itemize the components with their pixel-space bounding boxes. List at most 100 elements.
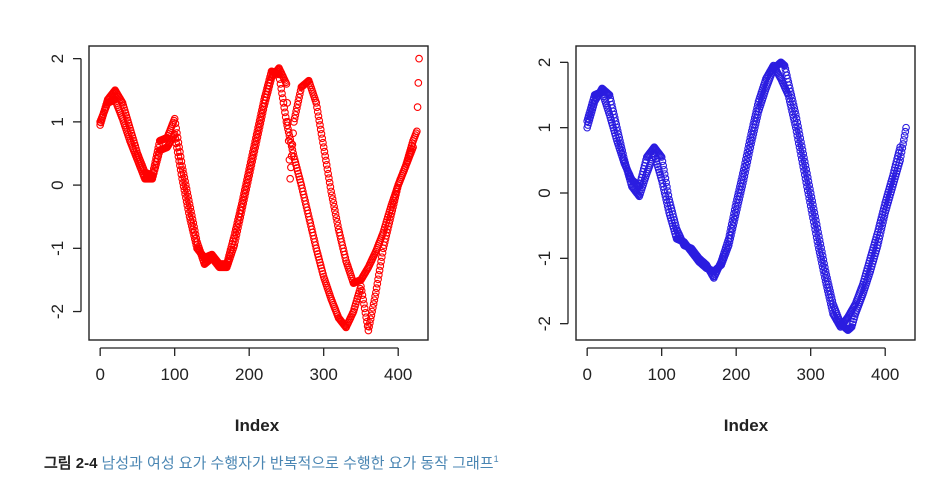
- caption-label: 그림 2-4: [44, 455, 98, 472]
- right-series-2-point: [660, 165, 668, 174]
- left-series-2-point: [375, 266, 384, 275]
- left-series-2-point: [184, 209, 193, 217]
- left-series-2-point: [251, 137, 259, 146]
- left-y-tick-label: 0: [48, 180, 67, 189]
- left-series-2-point: [242, 179, 251, 188]
- left-series-2-point: [283, 121, 292, 130]
- left-series-2-point: [281, 108, 289, 117]
- right-series-2-point: [657, 152, 665, 160]
- left-series-1-point: [412, 127, 421, 136]
- left-series-1-point: [290, 118, 298, 126]
- left-series-1-point: [318, 134, 327, 143]
- right-series-2-point: [661, 174, 670, 183]
- right-series-2-point: [813, 237, 822, 246]
- left-series-1-point: [328, 191, 336, 200]
- right-series-2-point: [880, 201, 889, 210]
- right-chart-panel: 0 100 200 300 400 -2 -1 0 1 2 Index: [535, 45, 916, 435]
- left-series-1-point: [312, 99, 321, 107]
- left-series-2-point: [366, 315, 375, 323]
- right-series-2-point: [662, 178, 671, 187]
- left-series-1-point: [317, 130, 326, 138]
- right-series-2-point: [742, 151, 751, 160]
- left-series-2-point: [357, 282, 365, 291]
- right-series-1-point: [899, 136, 908, 144]
- right-series-2-point: [642, 156, 650, 164]
- left-series-2-point: [184, 205, 192, 213]
- left-series-2-point: [377, 257, 385, 266]
- left-series-2-point: [249, 144, 258, 153]
- right-series-2-point: [809, 217, 818, 226]
- right-series-2-point: [791, 120, 799, 129]
- right-series-2-point: [820, 270, 828, 278]
- left-y-tick-label: -2: [48, 304, 67, 319]
- left-series-1-point: [325, 178, 334, 187]
- left-series-1-point: [316, 121, 324, 129]
- right-series-2-point: [805, 194, 814, 203]
- right-series-2-point: [745, 137, 754, 146]
- right-x-axis-label: Index: [724, 416, 769, 435]
- left-series-2-point: [364, 326, 373, 335]
- left-series-2-point: [378, 248, 387, 257]
- left-plot-area: 0 100 200 300 400 -2 -1 0 1 2: [48, 45, 429, 384]
- right-series-2-point: [660, 170, 669, 178]
- right-series-2-point: [663, 182, 671, 191]
- right-series-2-point: [724, 234, 733, 243]
- left-series-2-point: [280, 103, 289, 112]
- right-series-2-point: [794, 139, 803, 148]
- left-series-2-point: [275, 75, 284, 84]
- left-series-2-point: [241, 182, 250, 191]
- left-series-1-point: [316, 125, 325, 134]
- left-series-2-point: [171, 135, 180, 143]
- left-series-2-point: [173, 143, 181, 152]
- right-series-2-point: [818, 262, 827, 271]
- left-series-2-point: [286, 135, 295, 144]
- left-series-2-point: [182, 197, 191, 206]
- right-series-2-point: [807, 206, 816, 214]
- left-x-tick-label: 200: [235, 365, 263, 384]
- left-series-2-point: [284, 128, 293, 137]
- left-series-1-point: [330, 202, 338, 211]
- figure-caption: 그림 2-4 남성과 여성 요가 수행자가 반복적으로 수행한 요가 동작 그래프…: [44, 452, 499, 473]
- right-series-2-point: [799, 163, 808, 171]
- right-series-2-point: [802, 178, 811, 187]
- left-series-2-point: [180, 186, 189, 195]
- left-series-1-point: [333, 221, 342, 230]
- right-series-2-point: [659, 161, 668, 170]
- right-y-tick-label: 2: [535, 58, 554, 67]
- right-series-2-point: [816, 252, 825, 260]
- left-series-2-point: [359, 295, 368, 304]
- left-series-2-point: [255, 120, 263, 128]
- left-series-1-point: [319, 138, 327, 147]
- right-series-2-point: [725, 231, 734, 239]
- left-series-1-point: [291, 111, 300, 119]
- right-series-2-point: [818, 259, 826, 268]
- left-y-tick-label: 1: [48, 117, 67, 126]
- left-series-2-point: [282, 118, 291, 126]
- right-series-2-point: [794, 135, 802, 144]
- caption-footnote: 1: [493, 454, 499, 464]
- right-plot-frame: [575, 45, 916, 341]
- left-series-2-point: [360, 304, 369, 313]
- left-series-2-point: [247, 155, 256, 163]
- right-series-2-point: [740, 162, 749, 171]
- left-series-2-point: [358, 291, 367, 299]
- right-series-2-point: [803, 186, 812, 195]
- left-series-2-point: [246, 161, 254, 170]
- right-series-2-point: [801, 174, 810, 183]
- left-series-1-point: [332, 214, 341, 222]
- left-series-2-point: [240, 186, 249, 195]
- left-x-tick-label: 300: [310, 365, 338, 384]
- left-series-1-point: [313, 107, 322, 116]
- left-series-2-point: [279, 99, 288, 107]
- right-series-2-point: [812, 229, 820, 238]
- left-series-2-point: [256, 113, 265, 121]
- right-series-2-point: [744, 144, 752, 153]
- right-x-tick-label: 200: [722, 365, 750, 384]
- left-series-2-point: [258, 102, 267, 111]
- left-series-2-point: [257, 109, 265, 118]
- right-series-2-point: [817, 255, 825, 264]
- right-series-2-point: [745, 141, 753, 149]
- left-series-2-point: [373, 279, 382, 288]
- left-series-2-point: [278, 89, 286, 98]
- left-series-2-point: [175, 157, 184, 165]
